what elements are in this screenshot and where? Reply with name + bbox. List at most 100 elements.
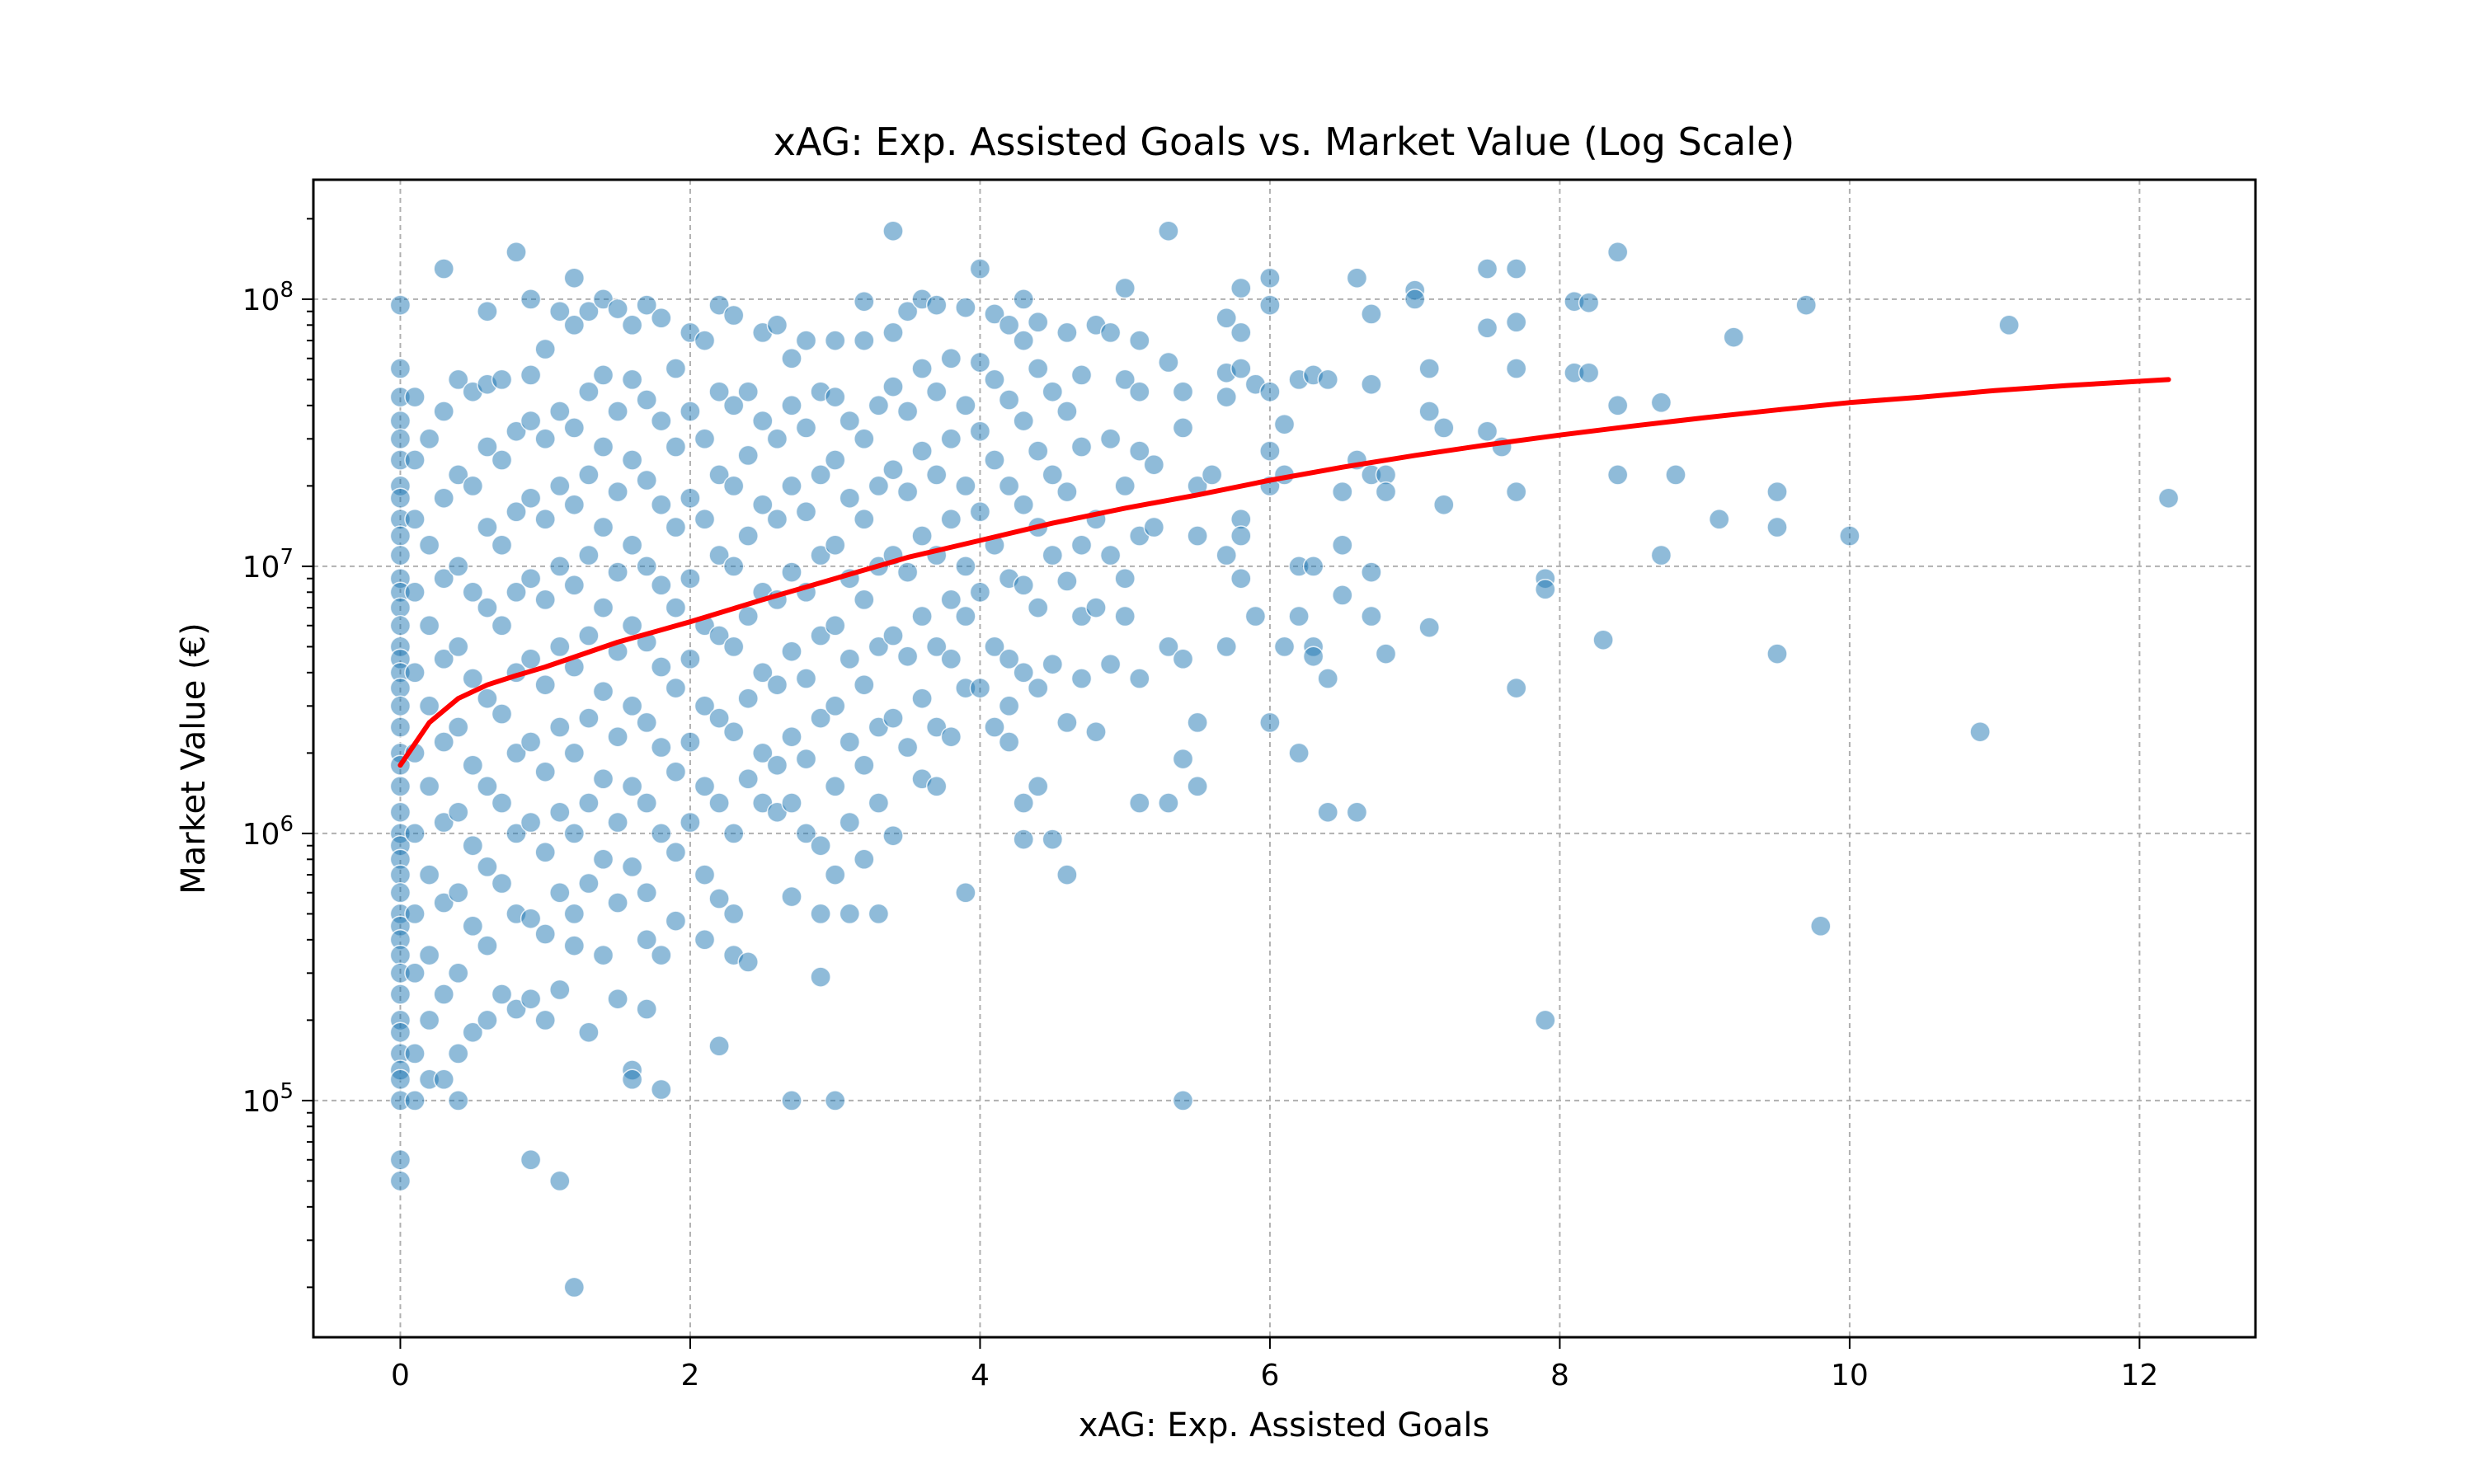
data-point [433, 401, 454, 422]
data-point [839, 903, 861, 925]
data-point [534, 842, 556, 863]
data-point [1476, 420, 1498, 442]
data-point [389, 864, 412, 885]
data-point [737, 951, 759, 973]
data-point [984, 369, 1005, 391]
data-point [520, 567, 542, 589]
data-point [1288, 742, 1310, 764]
data-point [1346, 801, 1368, 823]
data-point [1027, 440, 1049, 462]
data-point [549, 475, 571, 497]
data-point [404, 962, 426, 984]
data-point [1346, 267, 1368, 289]
data-point [389, 1170, 412, 1192]
data-point [722, 304, 745, 326]
data-point [563, 267, 586, 289]
data-point [694, 864, 716, 885]
data-point [549, 882, 571, 904]
data-point [1187, 525, 1208, 547]
data-point [534, 1009, 556, 1031]
data-point [1273, 636, 1296, 658]
data-point [389, 776, 412, 797]
data-point [592, 597, 614, 618]
data-point [925, 294, 948, 316]
data-point [651, 1078, 672, 1101]
data-point [1158, 792, 1179, 814]
data-point [418, 864, 440, 885]
data-point [665, 761, 687, 782]
data-point [1013, 792, 1034, 814]
data-point [1230, 567, 1252, 589]
data-point [636, 882, 657, 904]
data-point [1056, 322, 1078, 344]
data-point [795, 668, 817, 689]
data-point [506, 998, 527, 1020]
data-point [520, 410, 542, 432]
data-point [998, 695, 1020, 717]
data-point [854, 330, 875, 351]
data-point [1172, 648, 1194, 670]
data-point [708, 792, 730, 814]
x-tick-label: 2 [680, 1359, 699, 1392]
data-point [534, 589, 556, 611]
data-point [694, 776, 716, 797]
x-tick-label: 8 [1550, 1359, 1569, 1392]
data-point [651, 410, 672, 432]
data-point [824, 864, 846, 885]
data-point [1143, 516, 1165, 538]
data-point [491, 703, 513, 725]
data-point [882, 458, 904, 481]
data-point [389, 597, 412, 618]
data-point [824, 386, 846, 408]
data-point [925, 381, 948, 402]
data-point [810, 625, 831, 646]
data-point [433, 892, 454, 913]
data-point [1070, 534, 1093, 556]
data-point [810, 903, 831, 925]
data-point [680, 811, 701, 834]
data-point [882, 322, 904, 344]
data-point [969, 581, 991, 603]
data-point [795, 823, 817, 844]
data-point [651, 575, 672, 596]
x-tick-label: 12 [2120, 1359, 2158, 1392]
x-tick-label: 10 [1831, 1359, 1869, 1392]
data-point [868, 903, 890, 925]
data-point [1302, 556, 1324, 577]
data-point [1766, 643, 1788, 665]
data-point [752, 410, 774, 432]
data-point [1114, 277, 1136, 299]
data-point [1042, 653, 1064, 675]
data-point [1259, 267, 1281, 289]
data-point [462, 668, 484, 689]
data-point [651, 944, 672, 966]
data-point [506, 420, 527, 442]
data-point [389, 358, 412, 379]
data-point [418, 776, 440, 797]
data-point [1158, 636, 1179, 658]
data-point [1158, 220, 1179, 242]
data-point [722, 556, 745, 577]
data-point [896, 736, 919, 758]
x-tick-label: 6 [1260, 1359, 1279, 1392]
data-point [1535, 1009, 1556, 1031]
data-point [404, 449, 426, 471]
data-point [592, 436, 614, 458]
data-point [549, 716, 571, 738]
data-point [752, 494, 774, 515]
data-point [621, 314, 643, 336]
data-point [665, 436, 687, 458]
data-point [824, 534, 846, 556]
data-point [1042, 544, 1064, 566]
data-point [520, 487, 542, 509]
data-point [708, 888, 730, 909]
data-point [447, 962, 469, 984]
data-point [984, 449, 1005, 471]
data-point [824, 449, 846, 471]
data-point [520, 648, 542, 670]
data-point [1172, 381, 1194, 402]
data-point [1099, 322, 1122, 344]
data-point [1013, 829, 1034, 850]
